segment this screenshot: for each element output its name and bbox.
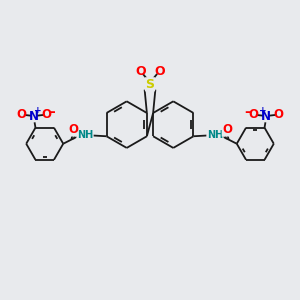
Text: -: - xyxy=(50,105,56,119)
Text: +: + xyxy=(34,106,41,115)
Text: O: O xyxy=(274,108,284,122)
Text: N: N xyxy=(29,110,39,123)
Text: +: + xyxy=(259,106,266,115)
Text: -: - xyxy=(244,105,250,119)
Text: O: O xyxy=(16,108,26,122)
Text: S: S xyxy=(146,78,154,91)
Text: O: O xyxy=(68,123,78,136)
Text: N: N xyxy=(261,110,271,123)
Text: NH: NH xyxy=(207,130,223,140)
Text: O: O xyxy=(135,65,146,78)
Text: O: O xyxy=(248,108,259,122)
Text: O: O xyxy=(41,108,52,122)
Text: O: O xyxy=(154,65,165,78)
Text: O: O xyxy=(222,123,232,136)
Text: NH: NH xyxy=(77,130,93,140)
